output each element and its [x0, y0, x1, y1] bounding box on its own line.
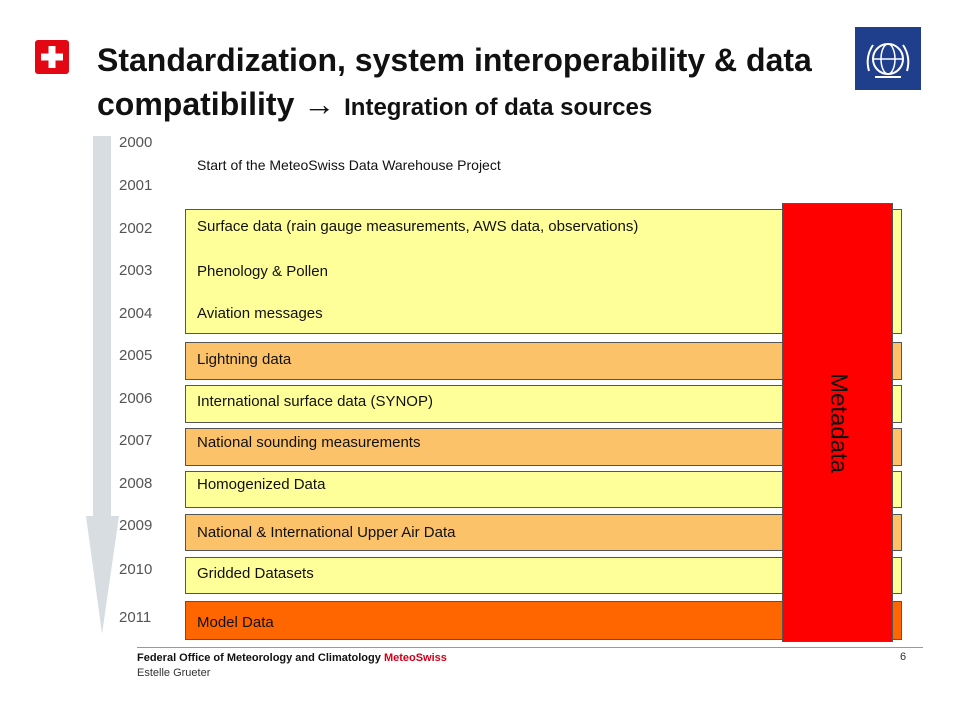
- year-label: 2002: [119, 220, 153, 237]
- label-phenology-pollen: Phenology & Pollen: [197, 263, 328, 280]
- metadata-column: Metadata: [782, 203, 893, 642]
- label-lightning-data: Lightning data: [197, 351, 292, 368]
- intro-text: Start of the MeteoSwiss Data Warehouse P…: [197, 157, 501, 173]
- year-label: 2011: [119, 609, 152, 626]
- footer-brand: MeteoSwiss: [383, 652, 447, 664]
- label-gridded: Gridded Datasets: [197, 565, 314, 582]
- footer-office: Federal Office of Meteorology and Climat…: [137, 652, 447, 664]
- label-aviation-messages: Aviation messages: [197, 305, 323, 322]
- year-label: 2010: [119, 561, 153, 578]
- label-homogenized: Homogenized Data: [197, 476, 326, 493]
- footer-office-name: Federal Office of Meteorology and Climat…: [137, 652, 381, 664]
- year-label: 2009: [119, 517, 153, 534]
- label-surface-data: Surface data (rain gauge measurements, A…: [197, 218, 639, 235]
- label-sounding: National sounding measurements: [197, 434, 421, 451]
- swiss-cross-logo: [35, 40, 69, 74]
- footer-divider: [137, 647, 923, 648]
- metadata-label: Metadata: [824, 372, 852, 473]
- year-label: 2005: [119, 347, 153, 364]
- year-label: 2008: [119, 475, 153, 492]
- label-model: Model Data: [197, 614, 274, 631]
- title-sub: Integration of data sources: [344, 94, 653, 121]
- title-arrow: →: [303, 86, 336, 122]
- footer-author: Estelle Grueter: [137, 667, 211, 679]
- year-label: 2001: [119, 177, 153, 194]
- timeline-arrow-icon: [86, 136, 119, 634]
- year-label: 2007: [119, 432, 153, 449]
- label-synop: International surface data (SYNOP): [197, 393, 433, 410]
- year-label: 2003: [119, 262, 153, 279]
- page-number: 6: [900, 651, 907, 663]
- year-label: 2004: [119, 305, 153, 322]
- year-label: 2000: [119, 134, 153, 151]
- title-main: Standardization, system interoperability…: [97, 42, 812, 122]
- label-upper-air: National & International Upper Air Data: [197, 524, 456, 541]
- globe-icon: [866, 43, 910, 78]
- year-label: 2006: [119, 390, 153, 407]
- wmo-logo: [855, 27, 921, 90]
- page-title: Standardization, system interoperability…: [97, 38, 837, 130]
